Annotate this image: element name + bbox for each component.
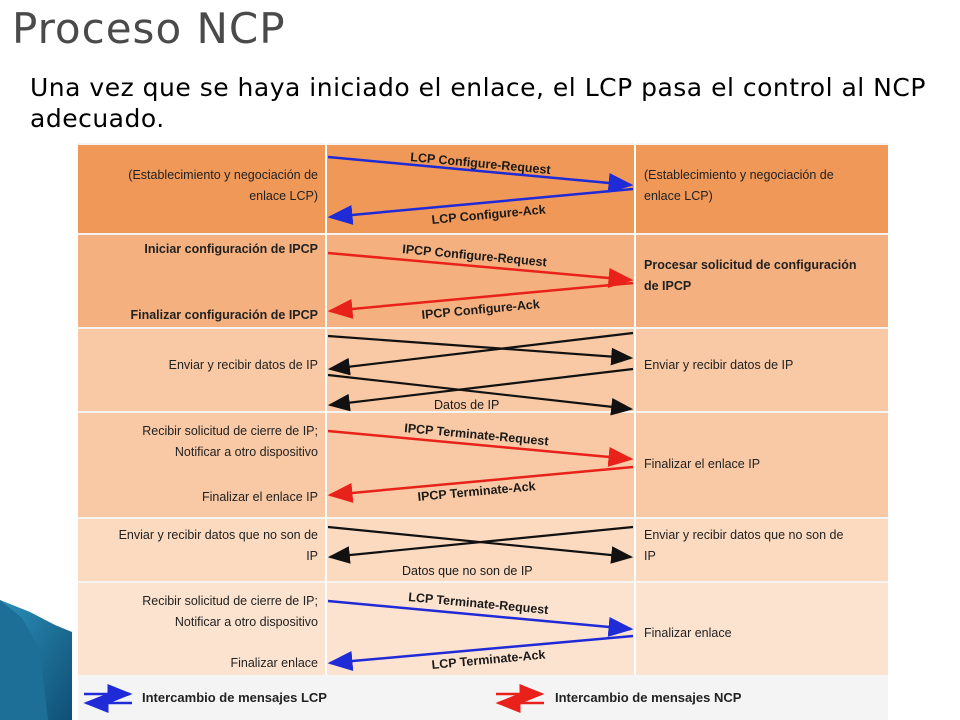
message-arrows: LCP Configure-Request LCP Configure-Ack … xyxy=(83,150,634,713)
row6-left-line2: Notificar a otro dispositivo xyxy=(174,615,318,629)
legend-lcp-icon xyxy=(83,684,133,713)
row4-left-bottom-label: Finalizar el enlace IP xyxy=(201,490,318,504)
row6-right-label: Finalizar enlace xyxy=(644,626,732,640)
ip-data-arrow-3 xyxy=(327,373,634,416)
ip-data-arrow-2 xyxy=(327,331,634,376)
row6-left-top-label: Recibir solicitud de cierre de IP; Notif… xyxy=(78,591,324,633)
row-ipcp-termination: Recibir solicitud de cierre de IP; Notif… xyxy=(78,413,888,517)
ip-data-arrow-1 xyxy=(327,334,634,366)
ipcp-terminate-request-arrow xyxy=(327,429,634,467)
legend-ncp-label: Intercambio de mensajes NCP xyxy=(555,690,742,705)
row-non-ip-data: Enviar y recibir datos que no son de IP … xyxy=(78,519,888,581)
left-column-divider xyxy=(325,143,327,675)
row3-right-label: Enviar y recibir datos de IP xyxy=(644,358,794,372)
lcp-terminate-ack-arrow xyxy=(327,634,634,671)
legend-lcp-label: Intercambio de mensajes LCP xyxy=(142,690,327,705)
row2-left-bottom-label: Finalizar configuración de IPCP xyxy=(130,308,318,322)
legend-ncp-icon xyxy=(495,684,545,713)
row5-right-line2: IP xyxy=(644,549,656,563)
row3-left-label: Enviar y recibir datos de IP xyxy=(168,358,318,372)
row-ipcp-configuration: Iniciar configuración de IPCP Finalizar … xyxy=(78,235,888,327)
ip-data-arrow-4 xyxy=(327,367,634,412)
row2-right-line2: de IPCP xyxy=(644,279,692,293)
lcp-terminate-request-arrow xyxy=(327,599,634,637)
row4-right-label: Finalizar el enlace IP xyxy=(644,457,761,471)
ipcp-terminate-ack-label: IPCP Terminate-Ack xyxy=(417,479,536,504)
row1-right-line1: (Establecimiento y negociación de xyxy=(644,168,834,182)
row6-left-bottom-label: Finalizar enlace xyxy=(230,656,318,670)
lcp-terminate-request-label: LCP Terminate-Request xyxy=(408,590,550,617)
lcp-configure-request-arrow xyxy=(327,155,634,193)
row1-left-label: (Establecimiento y negociación de enlace… xyxy=(78,165,324,207)
row2-right-line1: Procesar solicitud de configuración xyxy=(644,258,857,272)
row6-left-line1: Recibir solicitud de cierre de IP; xyxy=(142,594,318,608)
non-ip-data-arrow-2 xyxy=(327,525,634,564)
non-ip-data-label: Datos que no son de IP xyxy=(402,564,533,578)
slide-title: Proceso NCP xyxy=(12,4,286,53)
row4-left-top-label: Recibir solicitud de cierre de IP; Notif… xyxy=(78,421,324,463)
row4-left-line2: Notificar a otro dispositivo xyxy=(174,445,318,459)
lcp-terminate-ack-label: LCP Terminate-Ack xyxy=(431,647,546,671)
ip-data-label: Datos de IP xyxy=(434,398,499,412)
corner-decoration xyxy=(0,600,72,720)
row5-left-line1: Enviar y recibir datos que no son de xyxy=(118,528,318,542)
row-lcp-establishment: (Establecimiento y negociación de enlace… xyxy=(78,145,888,233)
lcp-configure-ack-arrow xyxy=(327,187,634,225)
ipcp-configure-ack-arrow xyxy=(327,281,634,319)
lcp-configure-request-label: LCP Configure-Request xyxy=(410,150,552,177)
row-ip-data: Enviar y recibir datos de IP Enviar y re… xyxy=(78,329,888,411)
row5-left-label: Enviar y recibir datos que no son de IP xyxy=(78,525,324,567)
row2-right-label: Procesar solicitud de configuración de I… xyxy=(644,255,879,297)
row5-right-line1: Enviar y recibir datos que no son de xyxy=(644,528,844,542)
row-lcp-termination: Recibir solicitud de cierre de IP; Notif… xyxy=(78,583,888,675)
row5-left-line2: IP xyxy=(306,549,318,563)
slide-subtitle: Una vez que se haya iniciado el enlace, … xyxy=(30,73,926,133)
row1-left-line2: enlace LCP) xyxy=(249,189,318,203)
row2-left-top-label: Iniciar configuración de IPCP xyxy=(144,242,318,256)
row1-right-line2: enlace LCP) xyxy=(644,189,713,203)
row1-right-label: (Establecimiento y negociación de enlace… xyxy=(644,165,879,207)
row4-left-line1: Recibir solicitud de cierre de IP; xyxy=(142,424,318,438)
row5-right-label: Enviar y recibir datos que no son de IP xyxy=(644,525,879,567)
ipcp-configure-request-arrow xyxy=(327,251,634,288)
ncp-sequence-diagram: (Establecimiento y negociación de enlace… xyxy=(78,143,888,720)
right-column-divider xyxy=(634,143,636,675)
ipcp-terminate-ack-arrow xyxy=(327,465,634,503)
row1-left-line1: (Establecimiento y negociación de xyxy=(128,168,318,182)
